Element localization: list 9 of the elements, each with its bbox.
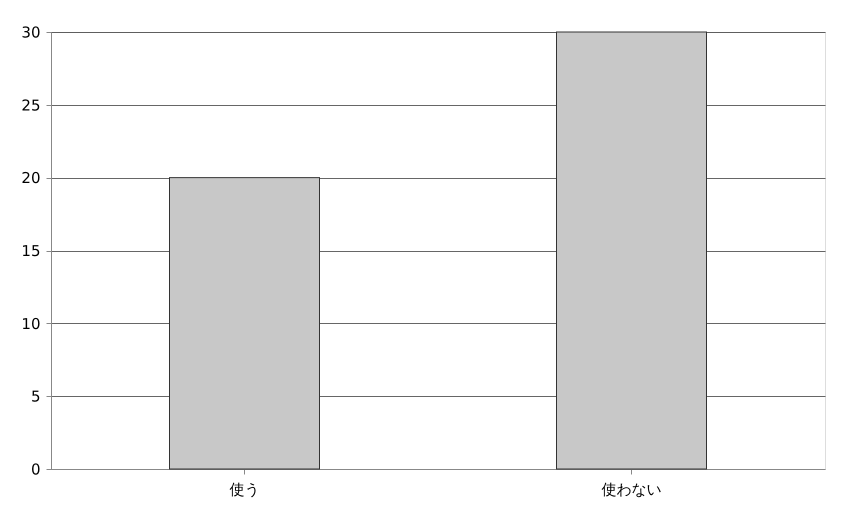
y-tick-label: 10 — [21, 314, 40, 333]
y-tick-label: 15 — [21, 242, 40, 260]
y-tick-label: 0 — [30, 460, 40, 478]
y-tick-label: 25 — [21, 96, 40, 114]
y-tick-label: 30 — [21, 24, 40, 42]
y-tick-label: 20 — [21, 169, 40, 188]
x-tick-label: 使わない — [602, 480, 662, 498]
y-tick-label: 5 — [30, 388, 40, 406]
x-tick-label: 使う — [230, 480, 260, 498]
